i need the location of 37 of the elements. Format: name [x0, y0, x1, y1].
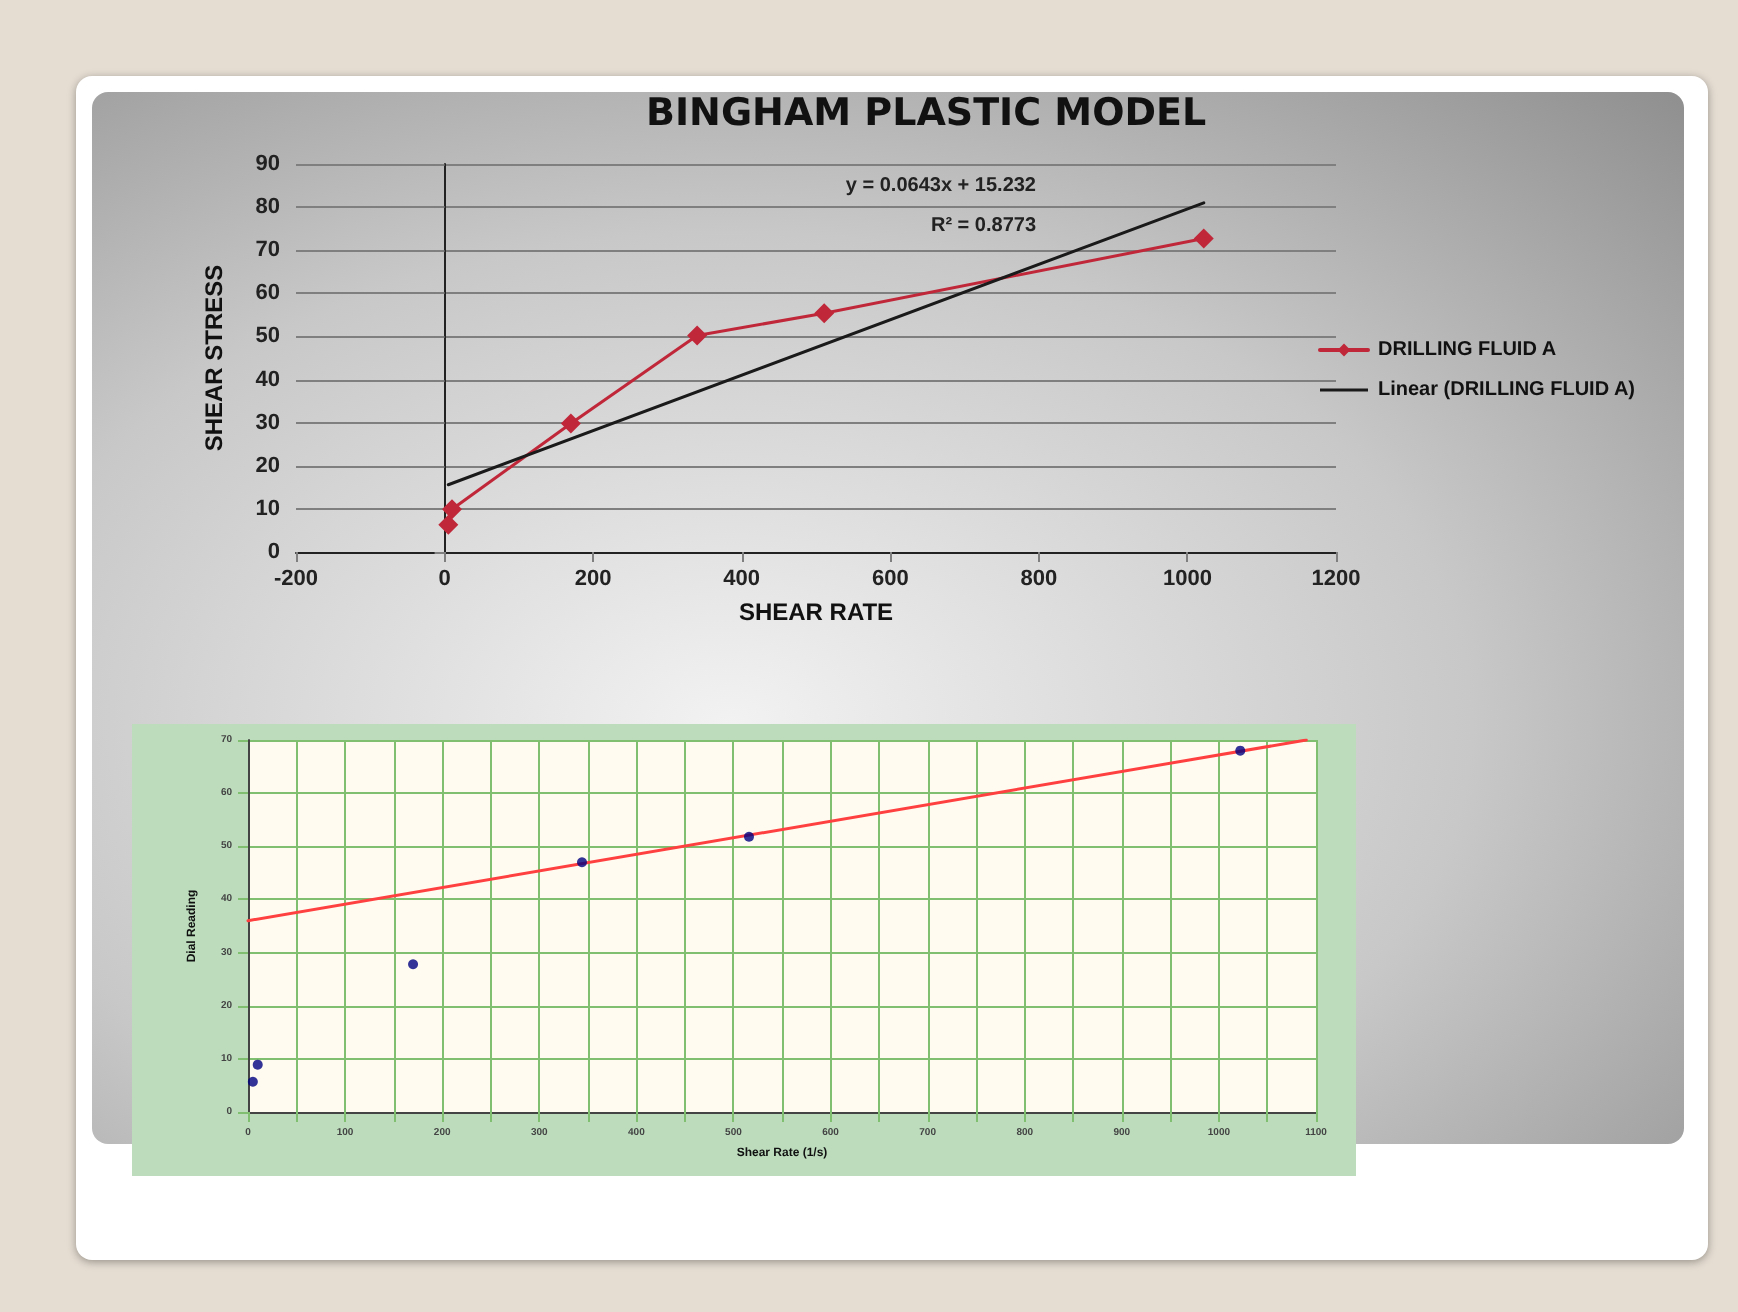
point: [442, 499, 462, 520]
point: [1193, 228, 1214, 249]
legend-label: Linear (DRILLING FLUID A): [1378, 379, 1636, 401]
y-tick-label: 50: [255, 324, 280, 349]
y-tick-label: 70: [255, 238, 280, 263]
x-tick-label: 400: [723, 567, 761, 591]
annotation: R² = 0.8773: [930, 215, 1037, 237]
point: [577, 857, 587, 868]
x-tick-label: 1200: [1311, 567, 1361, 591]
x-tick-label: 600: [871, 567, 909, 591]
y-tick-label: 10: [255, 496, 280, 521]
point: [814, 303, 835, 324]
y-tick-label: 60: [255, 281, 280, 306]
point: [687, 325, 708, 346]
point: [744, 831, 754, 842]
annotation: y = 0.0643x + 15.232: [845, 175, 1037, 197]
point: [247, 1076, 258, 1087]
y-tick-label: 80: [255, 195, 280, 220]
y-tick-label: 30: [255, 410, 280, 435]
point: [560, 413, 581, 434]
x-tick-label: -200: [273, 567, 319, 591]
y-axis-title: SHEAR STRESS: [199, 264, 228, 452]
point: [438, 514, 459, 535]
x-tick-label: 1000: [1162, 567, 1212, 591]
x-axis-title: SHEAR RATE: [738, 598, 894, 627]
x-tick-label: 800: [1020, 567, 1058, 591]
x-tick-label: 200: [574, 567, 612, 591]
y-tick-label: 90: [255, 152, 280, 176]
chart-title: BINGHAM PLASTIC MODEL: [646, 91, 1207, 135]
point: [252, 1059, 263, 1070]
x-tick-label: 0: [438, 567, 451, 591]
point: [1235, 745, 1246, 756]
legend-label: DRILLING FLUID A: [1378, 339, 1557, 361]
y-tick-label: 20: [255, 453, 280, 478]
y-tick-label: 0: [267, 540, 280, 564]
y-tick-label: 40: [255, 367, 280, 392]
point: [408, 959, 419, 970]
